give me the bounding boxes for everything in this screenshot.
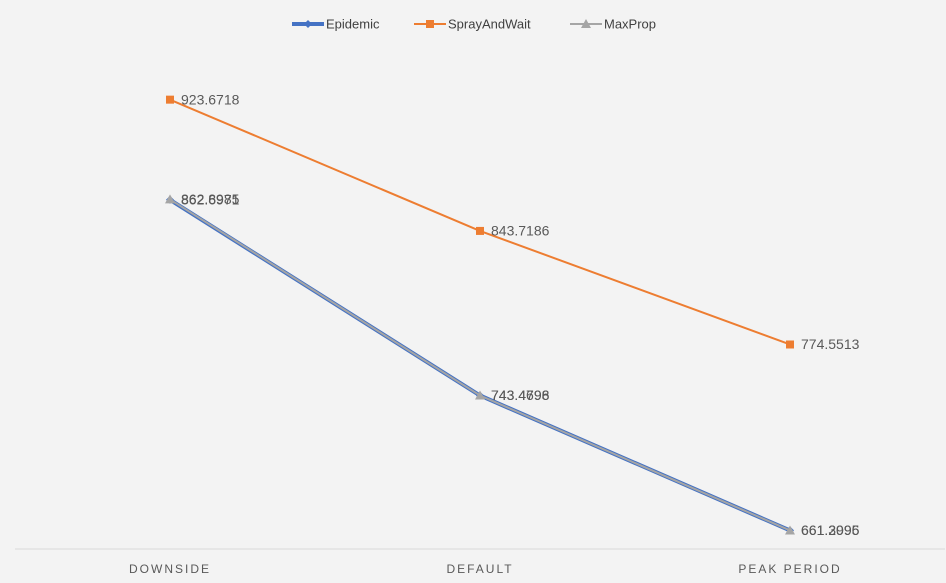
point-marker bbox=[786, 340, 794, 349]
data-label: 661.2996 bbox=[801, 522, 860, 538]
legend-marker bbox=[426, 20, 434, 28]
data-label: 862.6971 bbox=[181, 191, 240, 207]
data-label: 843.7186 bbox=[491, 223, 550, 239]
point-marker bbox=[475, 390, 485, 400]
series-line bbox=[168, 198, 791, 533]
data-label: 661.3095 bbox=[801, 522, 860, 538]
x-tick-label: DOWNSIDE bbox=[129, 562, 211, 576]
point-marker bbox=[785, 525, 795, 535]
point-marker bbox=[165, 194, 175, 204]
data-label: 862.8985 bbox=[181, 191, 240, 207]
legend-label: Epidemic bbox=[326, 16, 380, 31]
series-line bbox=[169, 198, 791, 532]
x-tick-label: PEAK PERIOD bbox=[738, 562, 841, 576]
legend-label: MaxProp bbox=[604, 16, 656, 31]
legend-marker bbox=[304, 20, 312, 28]
point-marker bbox=[476, 226, 484, 235]
x-tick-label: DEFAULT bbox=[446, 562, 513, 576]
data-label: 774.5513 bbox=[801, 336, 860, 352]
legend-marker bbox=[581, 19, 591, 28]
series-line bbox=[169, 98, 791, 346]
data-label: 743.4698 bbox=[491, 387, 550, 403]
point-marker bbox=[166, 95, 174, 104]
legend-label: SprayAndWait bbox=[448, 16, 531, 31]
data-label: 743.4796 bbox=[491, 387, 550, 403]
data-label: 923.6718 bbox=[181, 91, 240, 107]
